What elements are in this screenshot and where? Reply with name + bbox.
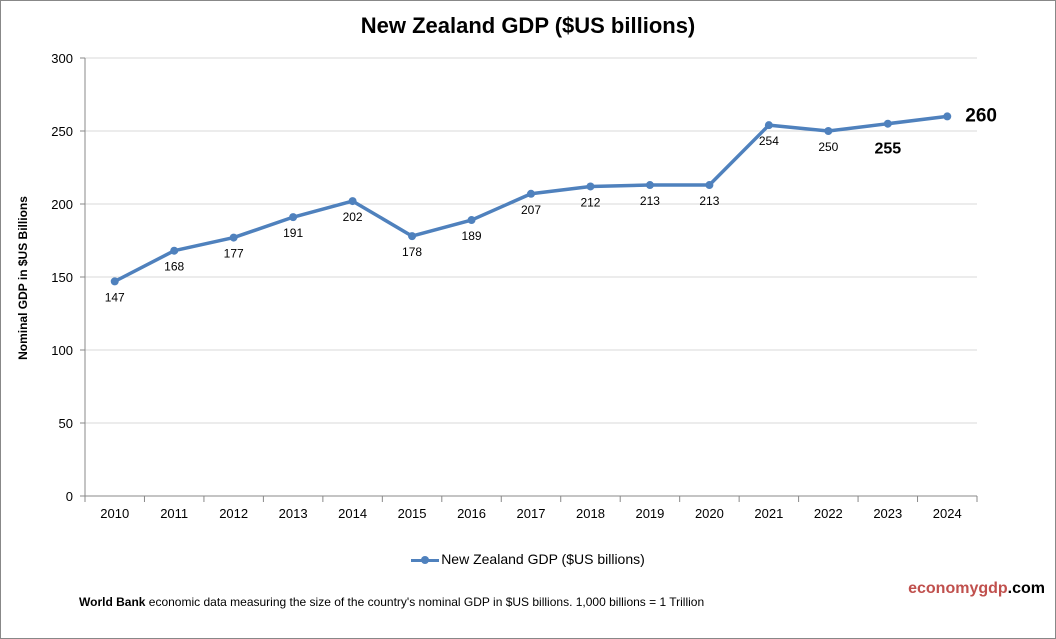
source-note: World Bank economic data measuring the s… <box>79 595 704 609</box>
data-point <box>229 233 238 242</box>
data-label: 147 <box>105 290 125 304</box>
brand-name: economygdp <box>908 580 1008 597</box>
x-tick-label: 2014 <box>338 506 367 521</box>
y-tick-label: 300 <box>51 51 73 66</box>
data-label: 207 <box>521 203 541 217</box>
x-tick-label: 2018 <box>576 506 605 521</box>
data-point <box>348 197 357 206</box>
y-tick-label: 150 <box>51 270 73 285</box>
data-label: 177 <box>224 247 244 261</box>
source-bold: World Bank <box>79 595 146 609</box>
x-tick-label: 2012 <box>219 506 248 521</box>
legend-label: New Zealand GDP ($US billions) <box>441 551 645 567</box>
data-point <box>883 119 892 128</box>
legend-line-marker-icon <box>411 554 440 566</box>
data-label: 260 <box>965 105 997 126</box>
data-point <box>467 216 476 225</box>
y-tick-label: 250 <box>51 124 73 139</box>
y-tick-label: 0 <box>66 489 73 504</box>
data-label: 189 <box>462 229 482 243</box>
data-label: 250 <box>818 140 838 154</box>
x-tick-label: 2017 <box>517 506 546 521</box>
x-tick-label: 2011 <box>160 506 188 521</box>
x-tick-label: 2020 <box>695 506 724 521</box>
x-tick-label: 2021 <box>754 506 783 521</box>
x-tick-label: 2024 <box>933 506 962 521</box>
data-label: 213 <box>699 194 719 208</box>
data-point <box>943 112 952 121</box>
data-label: 191 <box>283 226 303 240</box>
legend: New Zealand GDP ($US billions) <box>1 551 1055 567</box>
data-point <box>527 189 535 198</box>
data-point <box>645 181 654 190</box>
y-tick-label: 200 <box>51 197 73 212</box>
data-label: 212 <box>580 195 600 209</box>
data-point <box>705 181 714 190</box>
x-tick-label: 2013 <box>279 506 308 521</box>
data-point <box>824 127 833 135</box>
x-tick-label: 2016 <box>457 506 486 521</box>
data-label: 202 <box>343 210 363 224</box>
data-label: 168 <box>164 260 184 274</box>
x-tick-label: 2023 <box>873 506 902 521</box>
chart-title: New Zealand GDP ($US billions) <box>360 13 696 38</box>
data-point <box>586 182 595 191</box>
data-label: 178 <box>402 245 422 259</box>
x-tick-label: 2010 <box>100 506 129 521</box>
x-tick-label: 2015 <box>398 506 427 521</box>
source-text: economic data measuring the size of the … <box>145 595 705 609</box>
data-point <box>170 246 179 255</box>
data-label: 255 <box>874 141 901 158</box>
brand-tld: .com <box>1007 580 1045 597</box>
data-label: 254 <box>759 134 779 148</box>
x-tick-label: 2022 <box>814 506 843 521</box>
data-point <box>110 277 119 286</box>
brand-logo[interactable]: economygdp.com <box>908 580 1045 598</box>
data-label: 213 <box>640 194 660 208</box>
data-point <box>764 121 773 130</box>
data-point <box>408 232 417 241</box>
y-tick-label: 50 <box>59 416 73 431</box>
y-tick-label: 100 <box>51 343 73 358</box>
data-point <box>289 213 298 222</box>
x-tick-label: 2019 <box>635 506 664 521</box>
